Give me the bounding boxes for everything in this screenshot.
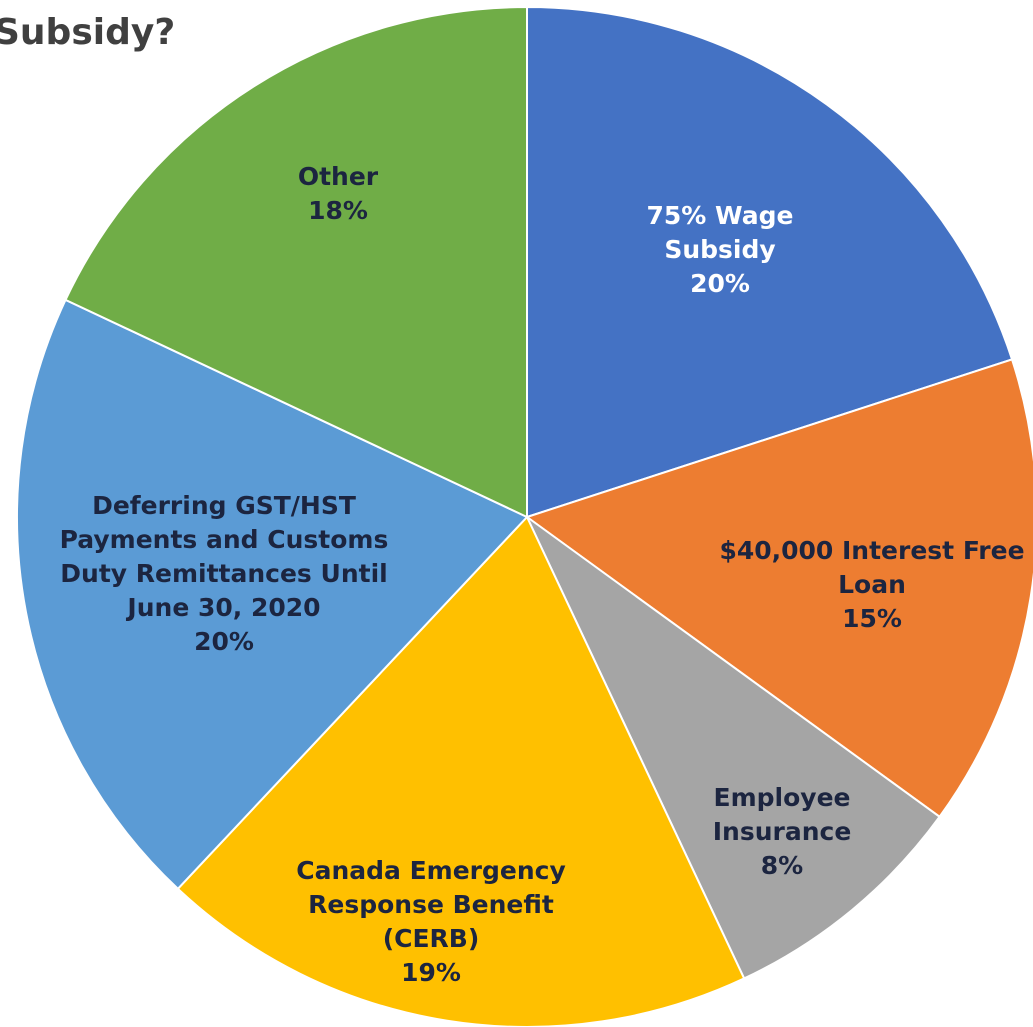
slice-label: Canada Emergency Response Benefit (CERB)… — [259, 854, 604, 990]
category-label: Other — [297, 162, 379, 191]
category-label: 75% Wage Subsidy — [646, 201, 794, 264]
value-label: 19% — [401, 958, 461, 987]
value-label: 18% — [308, 196, 368, 225]
value-label: 8% — [760, 851, 804, 880]
pie-slice — [176, 515, 746, 1027]
category-label: Employee Insurance — [712, 783, 852, 846]
slice-label: 75% Wage Subsidy 20% — [605, 199, 835, 301]
pie-slice — [526, 5, 1014, 519]
pie-slice — [526, 516, 941, 980]
slice-label: Deferring GST/HST Payments and Customs D… — [48, 489, 400, 659]
value-label: 20% — [690, 269, 750, 298]
category-label: Canada Emergency Response Benefit (CERB) — [296, 856, 566, 953]
value-label: 20% — [194, 627, 254, 656]
slice-label: Employee Insurance 8% — [687, 781, 877, 883]
category-label: Deferring GST/HST Payments and Customs D… — [59, 491, 389, 622]
slice-label: Other 18% — [258, 160, 418, 228]
pie-slice — [524, 358, 1033, 819]
pie-slice — [64, 5, 528, 519]
pie-slice — [16, 298, 529, 891]
category-label: $40,000 Interest Free Loan — [719, 536, 1025, 599]
value-label: 15% — [842, 604, 902, 633]
chart-title: Subsidy? — [0, 12, 176, 53]
slice-label: $40,000 Interest Free Loan 15% — [712, 534, 1032, 636]
